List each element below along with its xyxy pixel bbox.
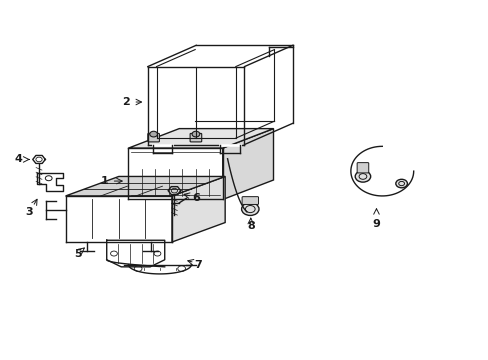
Polygon shape (65, 176, 224, 196)
Circle shape (149, 131, 157, 137)
Polygon shape (128, 129, 273, 148)
Circle shape (192, 131, 200, 137)
Text: 7: 7 (194, 260, 202, 270)
Circle shape (354, 171, 370, 182)
FancyBboxPatch shape (242, 197, 258, 204)
Text: 4: 4 (15, 154, 22, 165)
Text: 9: 9 (372, 219, 380, 229)
Polygon shape (223, 129, 273, 199)
Polygon shape (172, 176, 224, 242)
FancyBboxPatch shape (356, 163, 368, 173)
FancyBboxPatch shape (190, 134, 202, 142)
FancyBboxPatch shape (147, 134, 159, 142)
Text: 8: 8 (246, 221, 254, 231)
Text: 3: 3 (25, 207, 33, 217)
Text: 2: 2 (122, 97, 130, 107)
Circle shape (395, 179, 407, 188)
Text: 1: 1 (100, 176, 108, 186)
Circle shape (241, 203, 259, 215)
Text: 6: 6 (192, 193, 200, 203)
Text: 5: 5 (74, 249, 81, 260)
